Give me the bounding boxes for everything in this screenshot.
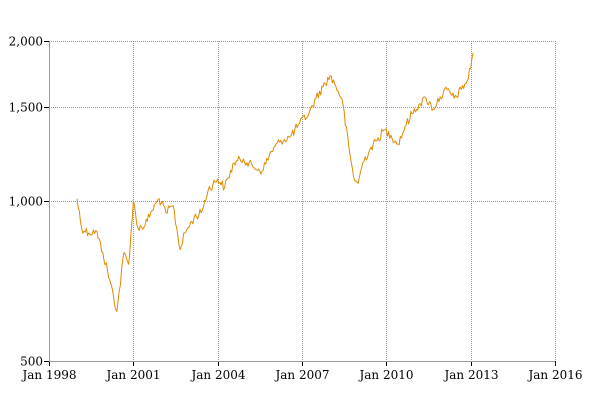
x-tick-label: Jan 2010 — [357, 368, 413, 382]
x-tick-label: Jan 2001 — [104, 368, 160, 382]
y-tick-label: 2,000 — [9, 35, 43, 49]
series-layer — [76, 52, 474, 312]
x-tick-label: Jan 2007 — [273, 368, 329, 382]
y-tick-label: 500 — [20, 355, 43, 369]
y-tick-label: 1,500 — [9, 101, 43, 115]
x-tick-label: Jan 2016 — [526, 368, 582, 382]
y-tick-label: 1,000 — [9, 195, 43, 209]
x-tick-label: Jan 1998 — [20, 368, 76, 382]
x-tick-label: Jan 2004 — [189, 368, 245, 382]
y-axis-tick-labels: 500 1,000 1,500 2,000 — [9, 35, 43, 369]
price-series-line — [76, 52, 474, 312]
x-tick-label: Jan 2013 — [442, 368, 498, 382]
axes — [44, 41, 556, 366]
x-axis-tick-labels: Jan 1998 Jan 2001 Jan 2004 Jan 2007 Jan 2010… — [20, 368, 582, 382]
